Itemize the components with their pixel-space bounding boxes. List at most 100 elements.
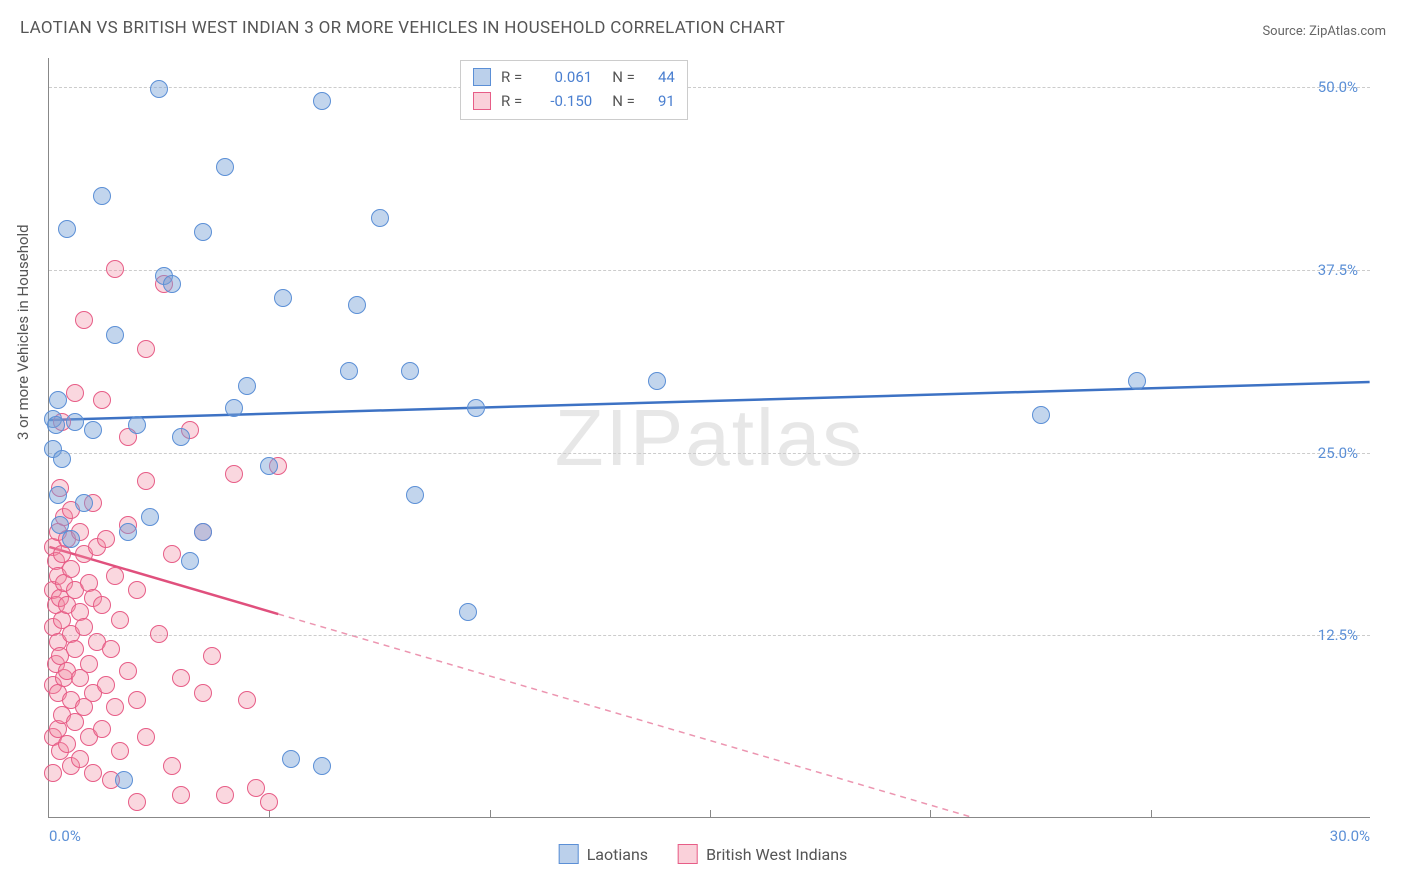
series-legend-item: British West Indians xyxy=(678,844,847,864)
y-tick-label: 12.5% xyxy=(1318,626,1358,644)
legend-swatch xyxy=(473,68,491,86)
gridline-vertical xyxy=(490,810,491,818)
scatter-point xyxy=(128,793,146,811)
source-attribution: Source: ZipAtlas.com xyxy=(1262,24,1386,39)
scatter-point xyxy=(66,413,84,431)
scatter-point xyxy=(62,530,80,548)
scatter-point xyxy=(84,421,102,439)
n-label: N = xyxy=(612,89,635,113)
scatter-point xyxy=(58,735,76,753)
legend-swatch xyxy=(559,844,579,864)
scatter-point xyxy=(371,209,389,227)
y-tick-label: 37.5% xyxy=(1318,261,1358,279)
scatter-point xyxy=(194,523,212,541)
scatter-point xyxy=(225,399,243,417)
scatter-point xyxy=(106,698,124,716)
n-label: N = xyxy=(612,65,635,89)
x-tick-label: 30.0% xyxy=(1330,827,1370,845)
scatter-point xyxy=(459,603,477,621)
scatter-point xyxy=(102,640,120,658)
scatter-point xyxy=(119,662,137,680)
scatter-point xyxy=(150,80,168,98)
n-value: 91 xyxy=(645,89,675,113)
gridline-vertical xyxy=(710,810,711,818)
gridline-horizontal xyxy=(49,635,1370,636)
scatter-point xyxy=(115,771,133,789)
scatter-point xyxy=(80,655,98,673)
scatter-point xyxy=(128,691,146,709)
scatter-point xyxy=(141,508,159,526)
series-legend: Laotians British West Indians xyxy=(559,844,848,864)
scatter-point xyxy=(49,486,67,504)
scatter-point xyxy=(128,581,146,599)
scatter-point xyxy=(1128,372,1146,390)
scatter-point xyxy=(163,757,181,775)
scatter-point xyxy=(238,691,256,709)
legend-label: British West Indians xyxy=(706,845,847,864)
scatter-point xyxy=(97,676,115,694)
scatter-point xyxy=(106,567,124,585)
gridline-horizontal xyxy=(49,87,1370,88)
scatter-point xyxy=(47,416,65,434)
source-link[interactable]: ZipAtlas.com xyxy=(1309,24,1386,39)
scatter-point xyxy=(93,720,111,738)
scatter-point xyxy=(406,486,424,504)
scatter-point xyxy=(401,362,419,380)
x-tick-label: 0.0% xyxy=(49,827,81,845)
scatter-point xyxy=(93,596,111,614)
scatter-point xyxy=(163,275,181,293)
chart-title: LAOTIAN VS BRITISH WEST INDIAN 3 OR MORE… xyxy=(20,18,785,38)
scatter-point xyxy=(313,757,331,775)
r-value: -0.150 xyxy=(532,89,592,113)
scatter-point xyxy=(1032,406,1050,424)
scatter-point xyxy=(225,465,243,483)
scatter-point xyxy=(648,372,666,390)
scatter-point xyxy=(75,311,93,329)
chart-plot-area: ZIPatlas 12.5%25.0%37.5%50.0%0.0%30.0% xyxy=(48,58,1370,818)
scatter-point xyxy=(340,362,358,380)
r-label: R = xyxy=(501,89,522,113)
scatter-point xyxy=(66,384,84,402)
scatter-point xyxy=(260,457,278,475)
scatter-point xyxy=(106,260,124,278)
gridline-vertical xyxy=(1151,810,1152,818)
y-tick-label: 50.0% xyxy=(1318,78,1358,96)
y-tick-label: 25.0% xyxy=(1318,444,1358,462)
scatter-point xyxy=(93,391,111,409)
scatter-point xyxy=(119,523,137,541)
scatter-point xyxy=(71,750,89,768)
scatter-point xyxy=(216,158,234,176)
scatter-point xyxy=(172,428,190,446)
scatter-point xyxy=(163,545,181,563)
r-value: 0.061 xyxy=(532,65,592,89)
scatter-point xyxy=(58,220,76,238)
scatter-point xyxy=(111,611,129,629)
scatter-point xyxy=(84,764,102,782)
scatter-point xyxy=(62,560,80,578)
scatter-point xyxy=(97,530,115,548)
legend-swatch xyxy=(473,92,491,110)
trend-line-dashed xyxy=(278,614,971,817)
correlation-legend: R =0.061 N =44R = -0.150 N = 91 xyxy=(460,60,688,120)
gridline-horizontal xyxy=(49,270,1370,271)
scatter-point xyxy=(150,625,168,643)
correlation-legend-row: R = -0.150 N = 91 xyxy=(473,89,675,113)
watermark: ZIPatlas xyxy=(555,392,864,484)
scatter-point xyxy=(203,647,221,665)
scatter-point xyxy=(274,289,292,307)
scatter-point xyxy=(106,326,124,344)
legend-swatch xyxy=(678,844,698,864)
scatter-point xyxy=(260,793,278,811)
scatter-point xyxy=(172,669,190,687)
correlation-legend-row: R =0.061 N =44 xyxy=(473,65,675,89)
scatter-point xyxy=(313,92,331,110)
scatter-point xyxy=(194,684,212,702)
scatter-point xyxy=(137,340,155,358)
scatter-point xyxy=(216,786,234,804)
series-legend-item: Laotians xyxy=(559,844,648,864)
scatter-point xyxy=(181,552,199,570)
scatter-point xyxy=(137,728,155,746)
scatter-point xyxy=(66,640,84,658)
scatter-point xyxy=(247,779,265,797)
scatter-point xyxy=(111,742,129,760)
